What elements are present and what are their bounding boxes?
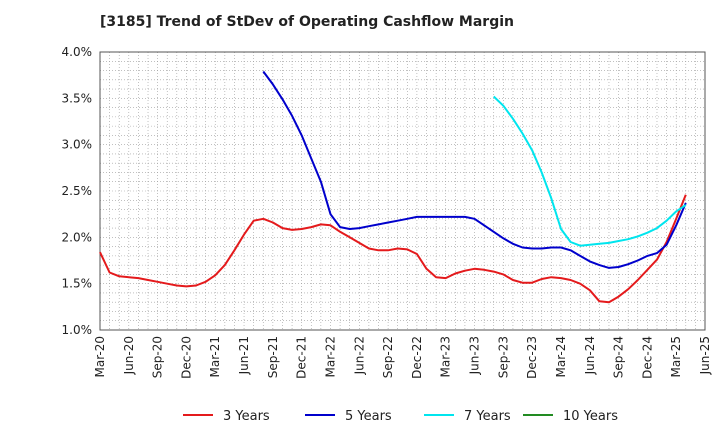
x-tick-label: Mar-21 (208, 336, 222, 377)
x-tick-label: Jun-22 (352, 336, 366, 375)
x-tick-label: Dec-23 (525, 336, 539, 379)
x-tick-label: Jun-20 (122, 336, 136, 375)
x-tick-label: Sep-22 (381, 336, 395, 378)
legend: 3 Years 5 Years 7 Years 10 Years (183, 409, 618, 424)
x-tick-label: Mar-23 (439, 336, 453, 377)
y-tick-label: 3.0% (62, 138, 93, 152)
y-tick-label: 3.5% (62, 91, 93, 105)
series-line-3-years (99, 194, 687, 304)
legend-label: 5 Years (345, 409, 392, 424)
x-tick-label: Dec-20 (179, 336, 193, 379)
y-tick-label: 4.0% (62, 45, 93, 59)
grid-lines (100, 52, 705, 330)
plot-frame (99, 51, 706, 331)
x-tick-label: Jun-25 (698, 336, 712, 375)
x-tick-label: Dec-22 (410, 336, 424, 379)
y-tick-label: 1.0% (62, 323, 93, 337)
x-tick-label: Jun-23 (468, 336, 482, 375)
series-line-5-years (262, 70, 687, 269)
y-axis: 1.0% 1.5% 2.0% 2.5% 3.0% 3.5% 4.0% (62, 45, 93, 337)
x-axis: Mar-20 Jun-20 Sep-20 Dec-20 Mar-21 Jun-21 Sep-… (93, 336, 712, 379)
x-tick-label: Mar-24 (554, 336, 568, 377)
x-tick-label: Sep-23 (496, 336, 510, 378)
x-tick-label: Sep-24 (612, 336, 626, 378)
y-tick-label: 1.5% (62, 277, 93, 291)
y-tick-label: 2.5% (62, 184, 93, 198)
x-tick-label: Mar-20 (93, 336, 107, 377)
x-tick-label: Mar-25 (669, 336, 683, 377)
series-lines (99, 70, 687, 304)
x-tick-label: Sep-21 (266, 336, 280, 378)
x-tick-label: Dec-24 (640, 336, 654, 379)
x-tick-label: Mar-22 (323, 336, 337, 377)
x-tick-label: Sep-20 (151, 336, 165, 378)
x-tick-label: Dec-21 (295, 336, 309, 379)
legend-label: 7 Years (464, 409, 511, 424)
x-tick-label: Jun-24 (583, 336, 597, 375)
series-line-7-years (493, 95, 687, 247)
x-tick-label: Jun-21 (237, 336, 251, 375)
chart-title: [3185] Trend of StDev of Operating Cashf… (100, 14, 514, 30)
y-tick-label: 2.0% (62, 230, 93, 244)
legend-label: 3 Years (223, 409, 270, 424)
legend-label: 10 Years (563, 409, 618, 424)
